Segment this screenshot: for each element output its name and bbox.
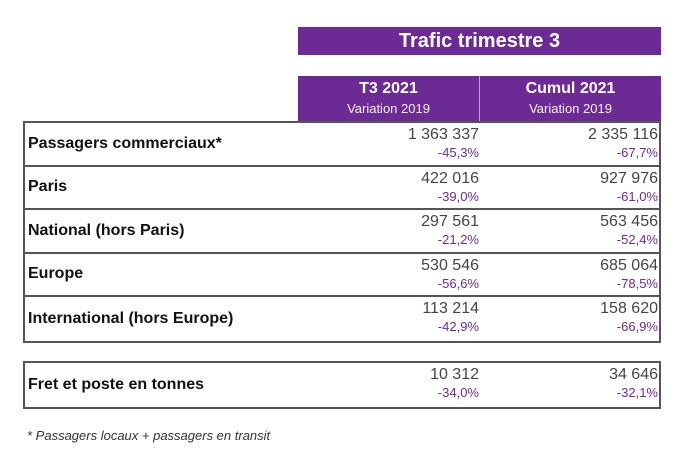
column-header-t3: T3 2021 Variation 2019	[298, 76, 480, 121]
cumul-value: 158 620	[600, 300, 658, 317]
table-row: Europe 530 546 -56,6% 685 064 -78,5%	[25, 254, 661, 297]
table-row: Paris 422 016 -39,0% 927 976 -61,0%	[25, 167, 661, 210]
t3-cell: 1 363 337 -45,3%	[303, 123, 482, 165]
table-row: Passagers commerciaux* 1 363 337 -45,3% 2…	[25, 123, 659, 167]
t3-cell: 297 561 -21,2%	[303, 210, 482, 252]
t3-cell: 10 312 -34,0%	[303, 363, 482, 407]
cumul-cell: 2 335 116 -67,7%	[482, 123, 661, 165]
cumul-cell: 685 064 -78,5%	[482, 254, 661, 296]
cumul-cell: 34 646 -32,1%	[482, 363, 661, 407]
cumul-variation: -32,1%	[616, 385, 658, 400]
t3-value: 10 312	[430, 366, 479, 383]
cumul-cell: 927 976 -61,0%	[482, 167, 661, 209]
t3-value: 113 214	[422, 300, 479, 317]
t3-variation: -56,6%	[437, 275, 479, 291]
row-label: Paris	[28, 178, 68, 196]
t3-variation: -39,0%	[437, 188, 479, 204]
cumul-value: 685 064	[600, 256, 658, 274]
t3-cell: 422 016 -39,0%	[303, 167, 482, 209]
cumul-value: 927 976	[600, 169, 658, 187]
t3-value: 1 363 337	[407, 126, 479, 143]
t3-value: 297 561	[421, 213, 479, 230]
column-subtitle: Variation 2019	[347, 101, 430, 116]
table-row: National (hors Paris) 297 561 -21,2% 563 …	[25, 210, 659, 254]
column-header-cumul: Cumul 2021 Variation 2019	[480, 76, 661, 121]
cumul-variation: -67,7%	[616, 145, 658, 160]
cumul-variation: -66,9%	[616, 319, 658, 334]
table-title: Trafic trimestre 3	[298, 27, 661, 55]
cumul-variation: -52,4%	[616, 232, 658, 247]
cumul-value: 2 335 116	[588, 126, 658, 143]
cumul-cell: 158 620 -66,9%	[482, 297, 661, 341]
t3-variation: -34,0%	[437, 385, 479, 400]
t3-value: 530 546	[421, 256, 479, 274]
t3-variation: -42,9%	[437, 319, 479, 334]
cumul-value: 563 456	[600, 213, 658, 230]
cumul-variation: -61,0%	[616, 188, 658, 204]
t3-value: 422 016	[421, 169, 479, 187]
table-row: International (hors Europe) 113 214 -42,9…	[25, 297, 659, 341]
passenger-table: Passagers commerciaux* 1 363 337 -45,3% 2…	[23, 121, 661, 343]
row-label: Europe	[28, 265, 84, 283]
row-label: Fret et poste en tonnes	[28, 375, 205, 393]
t3-variation: -45,3%	[437, 145, 479, 160]
freight-table: Fret et poste en tonnes 10 312 -34,0% 34 …	[23, 361, 661, 409]
table-row: Fret et poste en tonnes 10 312 -34,0% 34 …	[25, 363, 659, 407]
column-title: T3 2021	[359, 80, 418, 97]
t3-variation: -21,2%	[437, 232, 479, 247]
column-title: Cumul 2021	[525, 80, 616, 97]
footnote: * Passagers locaux + passagers en transi…	[27, 428, 271, 443]
column-subtitle: Variation 2019	[529, 101, 612, 116]
row-label: National (hors Paris)	[28, 221, 185, 239]
cumul-variation: -78,5%	[616, 275, 658, 291]
cumul-value: 34 646	[609, 366, 658, 383]
t3-cell: 530 546 -56,6%	[303, 254, 482, 296]
cumul-cell: 563 456 -52,4%	[482, 210, 661, 252]
column-headers: T3 2021 Variation 2019 Cumul 2021 Variat…	[298, 76, 661, 121]
row-label: Passagers commerciaux*	[28, 134, 222, 152]
t3-cell: 113 214 -42,9%	[303, 297, 482, 341]
row-label: International (hors Europe)	[28, 309, 234, 327]
